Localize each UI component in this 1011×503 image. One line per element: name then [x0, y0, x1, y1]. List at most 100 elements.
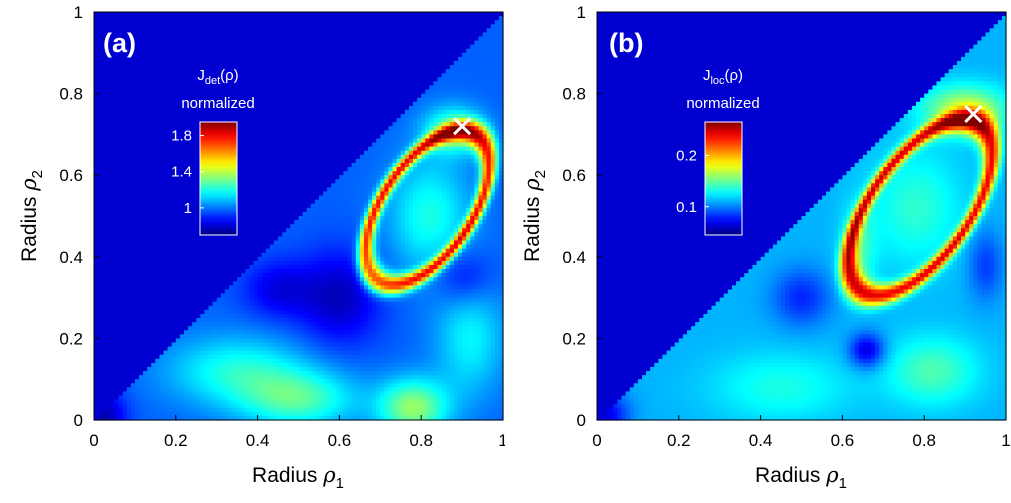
heat-cell [138, 142, 144, 148]
heat-cell [425, 154, 430, 160]
heat-cell [183, 191, 189, 197]
heat-cell [421, 158, 426, 164]
heat-cell [400, 36, 406, 42]
heat-cell [122, 109, 128, 115]
heat-cell [134, 211, 140, 217]
heat-cell [339, 211, 345, 217]
heat-cell [441, 40, 447, 46]
heat-cell [470, 207, 475, 213]
heat-cell [282, 187, 287, 193]
heat-cell [183, 24, 189, 29]
heat-cell [265, 89, 271, 95]
heat-cell [212, 97, 218, 103]
heat-cell [167, 20, 173, 25]
heat-cell [196, 32, 201, 38]
heat-cell [171, 203, 177, 209]
heat-cell [126, 105, 132, 111]
heat-cell [147, 16, 152, 21]
heat-cell [282, 134, 287, 140]
heat-cell [433, 69, 439, 74]
heat-cell [175, 146, 181, 152]
heat-cell [278, 150, 283, 156]
heat-cell [122, 16, 128, 21]
heat-cell [466, 81, 471, 87]
heat-cell [318, 130, 324, 135]
heat-cell [294, 122, 300, 127]
heat-cell [257, 89, 263, 95]
heat-cell [163, 199, 169, 205]
heat-cell [404, 150, 410, 156]
heat-cell [241, 187, 246, 193]
heat-cell [212, 85, 218, 91]
heat-cell [122, 175, 128, 180]
heat-cell [335, 24, 340, 29]
heat-cell [318, 203, 324, 209]
heat-cell [138, 118, 144, 123]
heat-cell [102, 56, 107, 62]
heat-cell [220, 114, 226, 119]
heat-cell [331, 105, 336, 111]
heat-cell [241, 48, 246, 54]
heat-cell [343, 211, 349, 217]
heat-cell [404, 81, 410, 87]
heat-cell [249, 101, 255, 107]
heat-cell [384, 146, 390, 152]
heat-cell [441, 195, 447, 201]
heat-cell [171, 105, 177, 111]
heat-cell [233, 85, 238, 91]
heat-cell [265, 20, 271, 25]
heat-cell [126, 16, 132, 21]
heat-cell [159, 158, 165, 164]
heat-cell [286, 142, 291, 148]
heat-cell [298, 28, 304, 33]
heat-cell [470, 162, 475, 168]
heat-cell [310, 73, 316, 78]
heat-cell [310, 142, 316, 148]
heat-cell [265, 97, 271, 103]
heat-cell [314, 142, 320, 148]
heat-cell [122, 207, 128, 213]
heat-cell [151, 146, 156, 152]
heat-cell [179, 60, 185, 66]
heat-cell [306, 56, 312, 62]
heat-cell [126, 199, 132, 205]
heat-cell [474, 150, 480, 156]
heat-cell [490, 109, 496, 115]
heat-cell [138, 109, 144, 115]
heat-cell [449, 187, 455, 193]
heat-cell [282, 44, 287, 50]
heat-cell [143, 101, 148, 107]
heat-cell [392, 183, 398, 189]
heat-cell [257, 28, 263, 33]
heat-cell [257, 118, 263, 123]
heat-cell [147, 179, 152, 184]
heat-cell [478, 28, 484, 33]
heat-cell [298, 207, 304, 213]
heat-cell [351, 69, 357, 74]
heat-cell [380, 20, 385, 25]
heat-cell [429, 154, 435, 160]
heat-cell [159, 60, 165, 66]
heat-cell [368, 203, 373, 209]
heat-cell [282, 56, 287, 62]
heat-cell [327, 118, 332, 123]
heat-cell [114, 77, 120, 82]
heat-cell [384, 195, 390, 201]
heat-cell [421, 89, 426, 95]
heat-cell [486, 122, 492, 127]
heat-cell [245, 122, 251, 127]
heat-cell [130, 77, 136, 82]
heat-cell [421, 24, 426, 29]
heat-cell [155, 101, 161, 107]
heat-cell [151, 175, 156, 180]
heat-cell [302, 167, 308, 172]
heat-cell [482, 69, 488, 74]
heat-cell [163, 56, 169, 62]
heat-cell [359, 203, 365, 209]
heat-cell [192, 207, 197, 213]
heat-cell [310, 85, 316, 91]
heat-cell [376, 85, 381, 91]
heat-cell [298, 150, 304, 156]
heat-cell [474, 73, 480, 78]
heat-cell [458, 65, 463, 70]
